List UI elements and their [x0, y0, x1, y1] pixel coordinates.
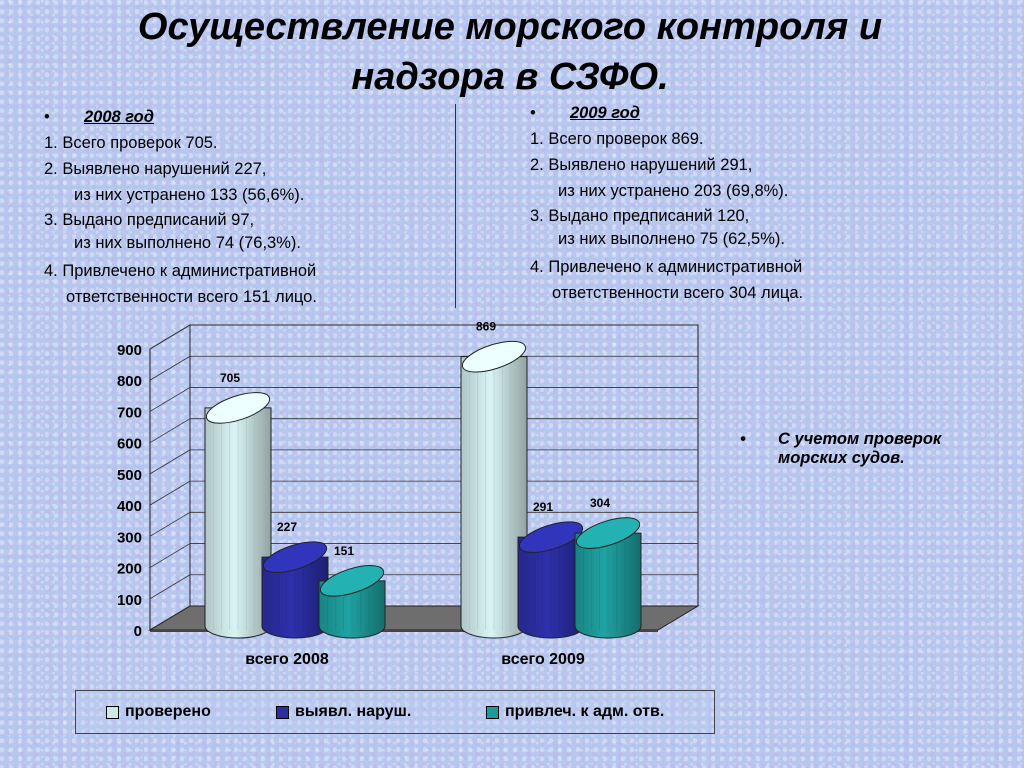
legend-swatch: [276, 705, 289, 719]
y-tick-label: 200: [117, 561, 142, 578]
gridline-side: [149, 543, 191, 568]
summary-line: 1. Всего проверок 869.: [530, 130, 704, 148]
gridline-side: [149, 449, 191, 475]
chart-side-wall: [149, 324, 191, 631]
data-label: 227: [277, 520, 297, 534]
year-2009-heading-row: • 2009 год: [530, 100, 803, 126]
data-label: 705: [220, 371, 240, 385]
y-tick-label: 600: [117, 436, 142, 453]
year-2008-heading: 2008 год: [84, 108, 154, 126]
bar-top-0-0: [205, 392, 271, 424]
y-tick-label: 900: [117, 342, 142, 359]
chart-note-text: С учетом проверок морских судов.: [778, 430, 942, 467]
summary-line: 4. Привлечено к административной: [44, 262, 317, 280]
gridline-side: [149, 355, 191, 381]
gridline-side: [149, 511, 191, 537]
bar-top-1-0: [262, 541, 328, 573]
summary-line: 2. Выявлено нарушений 291,: [530, 156, 753, 174]
y-tick-label: 0: [134, 623, 142, 640]
year-2008-heading-row: • 2008 год: [44, 104, 317, 130]
gridline-side: [149, 574, 191, 600]
year-2009-summary: • 2009 год 1. Всего проверок 869. 2. Выя…: [530, 100, 803, 306]
y-tick-label: 700: [117, 404, 142, 421]
data-label: 151: [334, 544, 354, 558]
column-divider: [455, 104, 456, 308]
bar-top-1-1: [518, 521, 584, 553]
data-label: 304: [590, 496, 610, 510]
summary-line: из них выполнено 74 (76,3%).: [74, 234, 301, 252]
year-2008-summary: • 2008 год 1. Всего проверок 705. 2. Выя…: [44, 104, 317, 310]
bar-top-0-1: [461, 340, 527, 373]
summary-line: 4. Привлечено к административной: [530, 258, 803, 276]
year-2009-heading: 2009 год: [570, 104, 640, 122]
gridline-side: [149, 480, 191, 506]
bullet-icon: •: [740, 430, 746, 448]
summary-line: из них выполнено 75 (62,5%).: [558, 230, 785, 248]
bullet-icon: •: [44, 108, 50, 126]
y-tick-label: 300: [117, 529, 142, 546]
y-tick-label: 800: [117, 373, 142, 390]
legend-swatch: [486, 705, 499, 719]
x-category-label: всего 2008: [245, 651, 329, 668]
legend-label: выявл. наруш.: [295, 703, 412, 720]
legend-swatch: [106, 705, 119, 719]
legend-item: проверено: [106, 703, 211, 721]
x-category-label: всего 2009: [501, 651, 585, 668]
page-title: Осуществление морского контроля и надзор…: [137, 6, 883, 98]
gridline-side: [149, 324, 191, 350]
summary-line: 3. Выдано предписаний 97,: [44, 211, 255, 229]
legend-label: привлеч. к адм. отв.: [505, 703, 665, 720]
chart-legend: проверено выявл. наруш. привлеч. к адм. …: [75, 690, 715, 734]
bar-top-2-0: [319, 565, 385, 597]
y-tick-label: 500: [117, 467, 142, 484]
summary-line: 3. Выдано предписаний 120,: [530, 207, 750, 225]
gridline-side: [149, 387, 191, 412]
y-tick-label: 100: [117, 592, 142, 609]
bullet-icon: •: [530, 104, 536, 122]
chart-note: • С учетом проверок морских судов.: [740, 430, 988, 468]
summary-line: 2. Выявлено нарушений 227,: [44, 160, 267, 178]
summary-line: 1. Всего проверок 705.: [44, 134, 218, 152]
gridline-side: [149, 418, 191, 444]
summary-line: ответственности всего 304 лица.: [552, 284, 804, 302]
summary-line: из них устранено 133 (56,6%).: [74, 186, 305, 204]
y-tick-label: 400: [117, 498, 142, 515]
data-label: 291: [533, 500, 553, 514]
legend-item: выявл. наруш.: [276, 703, 411, 721]
legend-label: проверено: [125, 703, 211, 720]
legend-item: привлеч. к адм. отв.: [486, 703, 664, 721]
summary-line: ответственности всего 151 лицо.: [66, 288, 317, 306]
bar-top-2-1: [575, 517, 641, 549]
summary-line: из них устранено 203 (69,8%).: [558, 182, 789, 200]
data-label: 869: [476, 320, 496, 334]
